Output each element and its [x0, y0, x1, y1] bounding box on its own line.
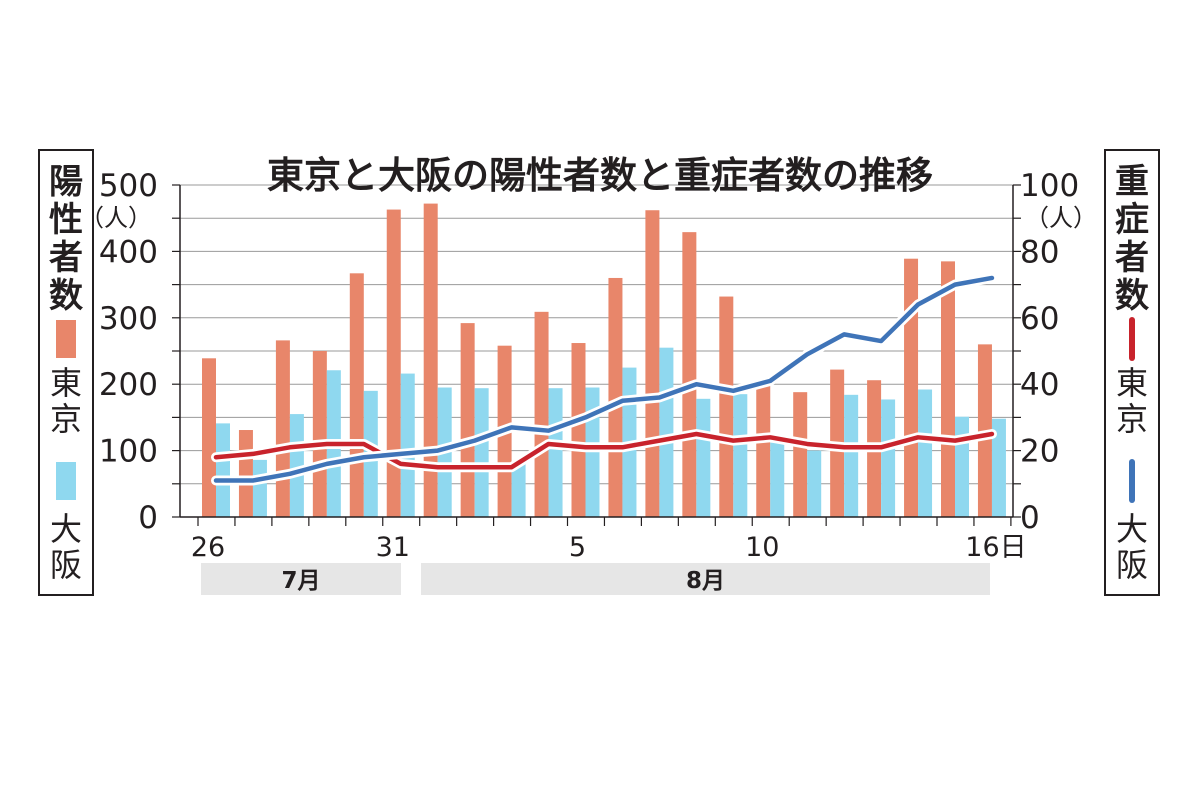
legend-swatch-osaka-bar	[56, 462, 76, 500]
osaka-severe-line	[213, 275, 995, 483]
tokyo-positive-bar	[645, 210, 660, 517]
right-tick-label: 100	[1020, 168, 1079, 204]
tokyo-positive-bar	[756, 384, 771, 517]
left-legend-box	[38, 149, 94, 596]
right-axis-title-char: 数	[1115, 276, 1149, 316]
left-tick-label: 100	[99, 434, 158, 470]
legend-label-osaka-bar: 阪	[50, 546, 82, 584]
x-tick-label: 26	[191, 532, 225, 563]
left-axis-title-char: 数	[49, 276, 83, 316]
right-tick-label: 0	[1020, 500, 1040, 536]
left-tick-label: 400	[99, 234, 158, 270]
left-tick-label: 500	[99, 168, 158, 204]
tokyo-positive-bar	[571, 343, 586, 517]
tokyo-positive-bar	[719, 296, 734, 517]
left-tick-label: 0	[138, 500, 158, 536]
month-band	[421, 563, 990, 595]
x-tick-label: 5	[569, 532, 586, 563]
osaka-positive-bar	[991, 418, 1006, 517]
osaka-positive-bar	[807, 450, 822, 517]
osaka-positive-bar	[252, 459, 267, 517]
right-tick-label: 40	[1020, 367, 1059, 403]
tokyo-positive-bar	[238, 430, 253, 517]
chart-title: 東京と大阪の陽性者数と重症者数の推移	[267, 154, 933, 197]
x-tick-label: 31	[376, 532, 410, 563]
osaka-positive-bar	[955, 416, 969, 517]
tokyo-positive-bar	[202, 358, 216, 517]
month-band	[201, 563, 401, 595]
legend-label-tokyo-bar: 京	[50, 400, 82, 438]
tokyo-positive-bar	[534, 311, 549, 517]
osaka-positive-bar	[216, 423, 230, 517]
right-legend-box	[1104, 149, 1160, 596]
series-lines	[211, 272, 997, 486]
tokyo-positive-bar	[941, 261, 955, 517]
tokyo-positive-bar	[793, 392, 808, 517]
tokyo-positive-bar	[423, 203, 438, 518]
x-tick-label: 10	[745, 532, 779, 563]
tokyo-severe-line	[213, 431, 995, 470]
left-tick-label: 300	[99, 301, 158, 337]
left-axis-title-char: 陽	[49, 162, 83, 202]
tokyo-positive-bar	[608, 277, 623, 517]
legend-label-tokyo-line: 東	[1116, 364, 1148, 402]
osaka-positive-bar	[918, 389, 933, 517]
right-tick-label: 20	[1020, 434, 1059, 470]
tokyo-positive-bar	[312, 351, 327, 517]
legend-swatch-tokyo-bar	[56, 320, 76, 358]
osaka-positive-bar	[881, 399, 896, 517]
legend-label-tokyo-line: 京	[1116, 400, 1148, 438]
osaka-positive-bar	[289, 414, 304, 517]
month-label: 8月	[686, 568, 725, 594]
osaka-positive-bar	[696, 398, 711, 517]
right-axis-title-char: 症	[1115, 200, 1149, 240]
right-axis-title-char: 重	[1115, 162, 1149, 202]
legend-label-tokyo-bar: 東	[50, 364, 82, 402]
tokyo-positive-bar	[386, 209, 401, 517]
osaka-positive-bar	[474, 388, 489, 517]
tokyo-positive-bar	[682, 232, 697, 518]
osaka-positive-bar	[659, 347, 674, 517]
left-tick-label: 200	[99, 367, 158, 403]
month-label: 7月	[281, 568, 320, 594]
right-tick-label: 60	[1020, 301, 1059, 337]
legend-label-osaka-line: 大	[1116, 510, 1148, 548]
osaka-positive-bar	[548, 388, 563, 517]
osaka-positive-bar	[733, 394, 748, 517]
right-tick-label: 80	[1020, 234, 1059, 270]
tokyo-positive-bar	[460, 323, 475, 517]
left-axis-title-char: 者	[49, 238, 83, 278]
osaka-positive-bar	[844, 394, 859, 517]
tokyo-positive-bar	[904, 258, 919, 517]
legend-label-osaka-line: 阪	[1116, 546, 1148, 584]
osaka-positive-bar	[770, 442, 785, 517]
right-axis-title-char: 者	[1115, 238, 1149, 278]
left-axis-unit: （人）	[80, 204, 152, 232]
osaka-positive-bar	[511, 462, 526, 517]
tokyo-positive-bar	[349, 273, 364, 517]
right-axis-unit: （人）	[1025, 204, 1097, 232]
x-tick-label: 16日	[965, 532, 1026, 563]
axes	[172, 184, 1021, 526]
left-axis-title-char: 性	[49, 200, 83, 240]
tokyo-positive-bar	[275, 340, 290, 517]
osaka-positive-bar	[400, 373, 415, 517]
legend-label-osaka-bar: 大	[50, 510, 82, 548]
